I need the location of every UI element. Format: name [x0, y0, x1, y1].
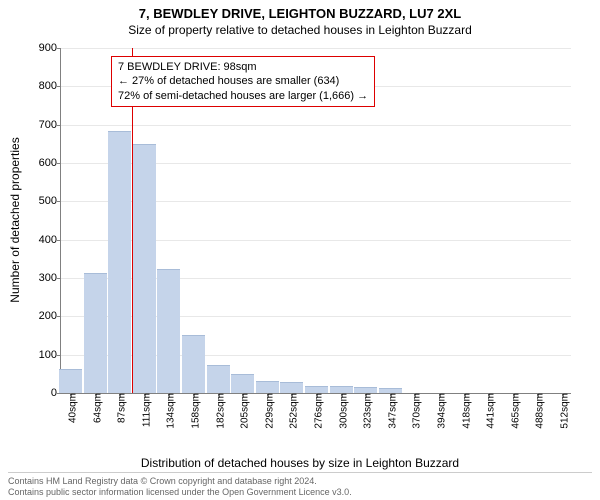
annotation-callout: 7 BEWDLEY DRIVE: 98sqm ← 27% of detached… [111, 56, 375, 107]
x-tick-label: 252sqm [285, 393, 300, 429]
histogram-bar [330, 386, 353, 393]
y-tick-mark [57, 316, 61, 317]
histogram-bar [133, 144, 156, 393]
annotation-line-1: 7 BEWDLEY DRIVE: 98sqm [118, 60, 368, 74]
y-tick-mark [57, 201, 61, 202]
chart-subtitle: Size of property relative to detached ho… [0, 21, 600, 37]
histogram-bar [256, 381, 279, 393]
x-tick-label: 394sqm [432, 393, 447, 429]
plot-area: 010020030040050060070080090040sqm64sqm87… [60, 48, 571, 394]
histogram-bar [157, 269, 180, 393]
y-tick-mark [57, 48, 61, 49]
x-tick-label: 370sqm [407, 393, 422, 429]
x-tick-label: 441sqm [481, 393, 496, 429]
x-tick-label: 347sqm [383, 393, 398, 429]
x-tick-label: 512sqm [555, 393, 570, 429]
y-tick-mark [57, 355, 61, 356]
y-tick-mark [57, 163, 61, 164]
x-tick-label: 182sqm [212, 393, 227, 429]
histogram-bar [231, 374, 254, 393]
gridline [61, 48, 571, 49]
gridline [61, 125, 571, 126]
histogram-bar [207, 365, 230, 393]
x-tick-label: 205sqm [236, 393, 251, 429]
x-tick-label: 465sqm [506, 393, 521, 429]
x-tick-label: 276sqm [310, 393, 325, 429]
y-tick-mark [57, 240, 61, 241]
x-tick-label: 418sqm [457, 393, 472, 429]
histogram-bar [182, 335, 205, 394]
x-tick-label: 40sqm [64, 393, 79, 423]
y-axis-label: Number of detached properties [8, 137, 22, 302]
chart-title: 7, BEWDLEY DRIVE, LEIGHTON BUZZARD, LU7 … [0, 0, 600, 21]
histogram-bar [59, 369, 82, 393]
footer-line-1: Contains HM Land Registry data © Crown c… [8, 476, 592, 487]
x-axis-label: Distribution of detached houses by size … [0, 456, 600, 470]
histogram-bar [280, 382, 303, 393]
x-tick-label: 87sqm [113, 393, 128, 423]
x-tick-label: 64sqm [89, 393, 104, 423]
histogram-bar [305, 386, 328, 393]
x-tick-label: 323sqm [358, 393, 373, 429]
footer-line-2: Contains public sector information licen… [8, 487, 592, 498]
histogram-bar [84, 273, 107, 393]
x-tick-label: 229sqm [261, 393, 276, 429]
x-tick-label: 134sqm [162, 393, 177, 429]
y-tick-mark [57, 125, 61, 126]
x-tick-label: 300sqm [335, 393, 350, 429]
x-tick-label: 111sqm [138, 393, 153, 427]
annotation-line-3: 72% of semi-detached houses are larger (… [118, 89, 368, 103]
histogram-bar [108, 131, 131, 393]
y-tick-mark [57, 86, 61, 87]
x-tick-label: 158sqm [187, 393, 202, 429]
annotation-line-2: ← 27% of detached houses are smaller (63… [118, 74, 368, 88]
chart-container: 7, BEWDLEY DRIVE, LEIGHTON BUZZARD, LU7 … [0, 0, 600, 500]
y-tick-mark [57, 278, 61, 279]
y-tick-mark [57, 393, 61, 394]
footer-attribution: Contains HM Land Registry data © Crown c… [8, 472, 592, 498]
x-tick-label: 488sqm [530, 393, 545, 429]
